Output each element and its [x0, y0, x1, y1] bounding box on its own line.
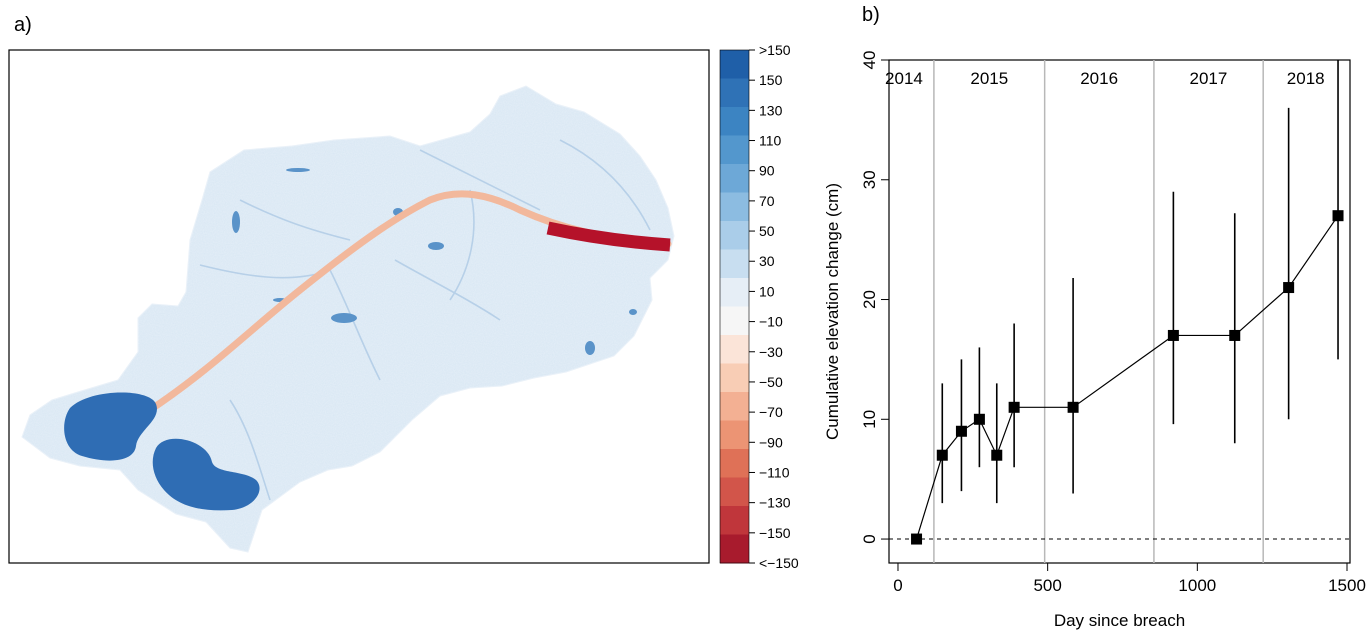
deposition-spot	[629, 309, 637, 315]
y-tick-label: 10	[860, 410, 879, 429]
data-point	[1167, 329, 1179, 341]
legend-label: 130	[759, 102, 783, 118]
data-point	[1283, 282, 1295, 294]
y-tick-label: 20	[860, 290, 879, 309]
data-point	[911, 533, 923, 545]
legend-swatch	[720, 335, 749, 364]
panel-b-label: b)	[862, 4, 880, 26]
legend-swatch	[720, 50, 749, 79]
data-point	[1229, 329, 1241, 341]
data-point	[1332, 210, 1344, 222]
x-tick-label: 0	[893, 576, 902, 595]
pond-right	[152, 438, 260, 511]
deposition-spot	[232, 211, 240, 233]
legend-label: >150	[759, 42, 791, 58]
legend-label: 110	[759, 133, 782, 149]
deposition-spot	[286, 168, 310, 172]
legend-label: −90	[759, 434, 783, 450]
legend-label: 30	[759, 253, 775, 269]
year-label: 2018	[1287, 69, 1325, 88]
legend-swatch	[720, 363, 749, 393]
x-tick-label: 1000	[1178, 576, 1216, 595]
legend-label: 70	[759, 193, 775, 209]
deposition-spot	[331, 313, 357, 323]
legend-label: −150	[759, 525, 791, 541]
legend-swatch	[720, 534, 749, 564]
data-point	[991, 449, 1003, 461]
legend-label: 50	[759, 223, 775, 239]
legend-label: 10	[759, 283, 775, 299]
data-point	[936, 449, 948, 461]
channel-erosion-zone	[546, 221, 671, 252]
year-label: 2014	[885, 69, 923, 88]
deposition-spot	[428, 242, 444, 250]
data-point	[973, 413, 985, 425]
legend-swatch	[720, 392, 749, 421]
legend-swatch	[720, 192, 749, 222]
color-legend: >150 150 130 110 90 70 50 30 10 −10 −30 −50 −70 −90 −1…	[719, 42, 799, 571]
ponds	[64, 392, 260, 511]
x-tick-label: 500	[1033, 576, 1061, 595]
pond-left	[64, 392, 157, 461]
legend-swatch	[720, 135, 749, 165]
deposition-spot	[585, 341, 595, 355]
legend-swatch	[720, 506, 749, 535]
legend-label: −110	[759, 464, 790, 480]
panel-a-label: a)	[14, 14, 32, 36]
legend-swatch	[720, 449, 749, 478]
x-axis-label: Day since breach	[1054, 611, 1185, 630]
x-tick-label: 1500	[1328, 576, 1366, 595]
legend-label: −50	[759, 374, 783, 390]
year-label: 2017	[1189, 69, 1227, 88]
legend-label: −10	[759, 314, 783, 330]
y-axis-label: Cumulative elevation change (cm)	[823, 183, 842, 440]
data-point	[955, 425, 967, 437]
y-tick-label: 0	[860, 534, 879, 543]
data-point	[1067, 401, 1079, 413]
y-tick-label: 30	[860, 170, 879, 189]
legend-label: <−150	[759, 555, 799, 571]
legend-label: −30	[759, 344, 783, 360]
y-tick-label: 40	[860, 51, 879, 70]
legend-swatch	[720, 107, 749, 136]
year-label: 2016	[1080, 69, 1118, 88]
legend-swatch	[720, 306, 749, 336]
legend-swatch	[720, 477, 749, 507]
year-label: 2015	[970, 69, 1008, 88]
legend-label: −70	[759, 404, 783, 420]
legend-label: 150	[759, 72, 783, 88]
legend-frame	[719, 49, 750, 564]
legend-swatch	[720, 164, 749, 193]
legend-swatch	[720, 420, 749, 450]
legend-swatch	[720, 249, 749, 279]
legend-swatch	[720, 278, 749, 307]
legend-label: 90	[759, 163, 775, 179]
data-point	[1008, 401, 1020, 413]
map-frame	[8, 49, 710, 564]
elevation-change-map: >150 150 130 110 90 70 50 30 10 −10 −30 −50 −70 −90 −1…	[8, 42, 799, 571]
legend-label: −130	[759, 495, 791, 511]
plot-frame	[888, 59, 1351, 564]
legend-swatch	[720, 221, 749, 250]
legend-swatch	[720, 78, 749, 108]
